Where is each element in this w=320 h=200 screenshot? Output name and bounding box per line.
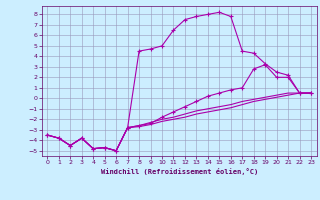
X-axis label: Windchill (Refroidissement éolien,°C): Windchill (Refroidissement éolien,°C) <box>100 168 258 175</box>
